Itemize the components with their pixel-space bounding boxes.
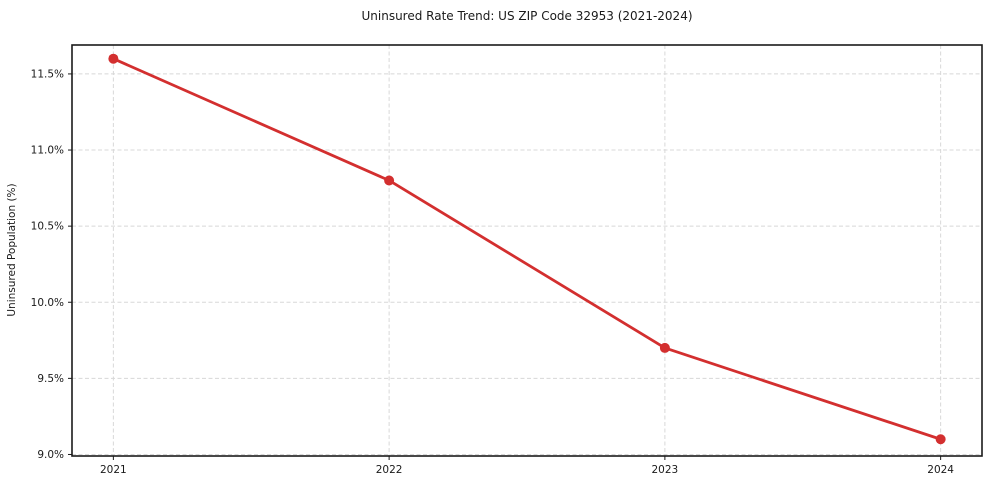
data-point <box>384 175 395 186</box>
x-tick-label: 2024 <box>927 464 954 476</box>
y-tick-label: 10.0% <box>31 297 64 309</box>
data-point <box>935 434 946 445</box>
y-tick-label: 10.5% <box>31 221 64 233</box>
data-series <box>108 53 946 445</box>
y-tick-label: 11.0% <box>31 145 64 157</box>
x-tick-label: 2022 <box>376 464 403 476</box>
y-tick-label: 9.0% <box>37 449 64 461</box>
y-axis-label: Uninsured Population (%) <box>6 183 18 316</box>
y-tick-label: 11.5% <box>31 68 64 80</box>
data-point <box>108 53 119 64</box>
axis-ticks <box>68 73 942 460</box>
x-tick-label: 2021 <box>100 464 127 476</box>
data-point <box>659 342 670 353</box>
chart-title: Uninsured Rate Trend: US ZIP Code 32953 … <box>361 9 692 23</box>
plot-border <box>71 44 983 457</box>
axis-tick-labels: 9.0% 9.5% 10.0% 10.5% 11.0% 11.5% 2021 2022 2023… <box>31 68 955 476</box>
gridlines <box>72 45 982 456</box>
trend-line <box>111 57 943 441</box>
x-tick-label: 2023 <box>652 464 679 476</box>
y-tick-label: 9.5% <box>37 373 64 385</box>
